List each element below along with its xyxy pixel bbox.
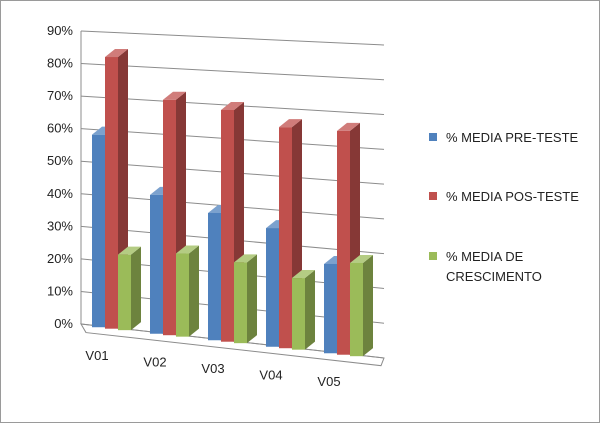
y-tick-label: 0% (54, 316, 73, 331)
y-tick-label: 40% (47, 186, 73, 201)
y-tick-label: 30% (47, 218, 73, 233)
legend-entry: % MEDIA DE CRESCIMENTO (429, 249, 542, 284)
legend-entry: % MEDIA POS-TESTE (429, 189, 579, 204)
bars (92, 49, 373, 357)
gridline (80, 63, 385, 81)
y-tick-label: 50% (47, 153, 73, 168)
x-axis-labels: V01 V02 V03 V04 V05 (85, 348, 340, 389)
y-tick-label: 10% (47, 283, 73, 298)
x-tick-label: V05 (317, 374, 340, 389)
legend: % MEDIA PRE-TESTE % MEDIA POS-TESTE % MEDI… (429, 130, 579, 284)
x-tick-label: V01 (85, 348, 108, 363)
y-tick-label: 60% (47, 121, 73, 136)
legend-swatch (429, 252, 437, 260)
y-tick-label: 80% (47, 56, 73, 71)
legend-swatch (429, 133, 437, 141)
bar (118, 246, 141, 331)
legend-label: % MEDIA PRE-TESTE (446, 130, 579, 145)
x-tick-label: V02 (143, 354, 166, 369)
y-axis-ticks: 0% 10% 20% 30% 40% 50% 60% 70% 80% 90% (47, 23, 73, 331)
bar (350, 254, 373, 357)
legend-entry: % MEDIA PRE-TESTE (429, 130, 579, 145)
bar (234, 254, 257, 344)
x-tick-label: V03 (201, 361, 224, 376)
legend-label: CRESCIMENTO (446, 269, 542, 284)
x-tick-label: V04 (259, 367, 282, 382)
y-tick-label: 20% (47, 251, 73, 266)
legend-label: % MEDIA POS-TESTE (446, 189, 579, 204)
gridline (80, 30, 385, 46)
legend-swatch (429, 192, 437, 200)
bar (292, 270, 315, 350)
bar (176, 245, 199, 337)
legend-label: % MEDIA DE (446, 249, 524, 264)
y-tick-label: 70% (47, 88, 73, 103)
y-tick-label: 90% (47, 23, 73, 38)
